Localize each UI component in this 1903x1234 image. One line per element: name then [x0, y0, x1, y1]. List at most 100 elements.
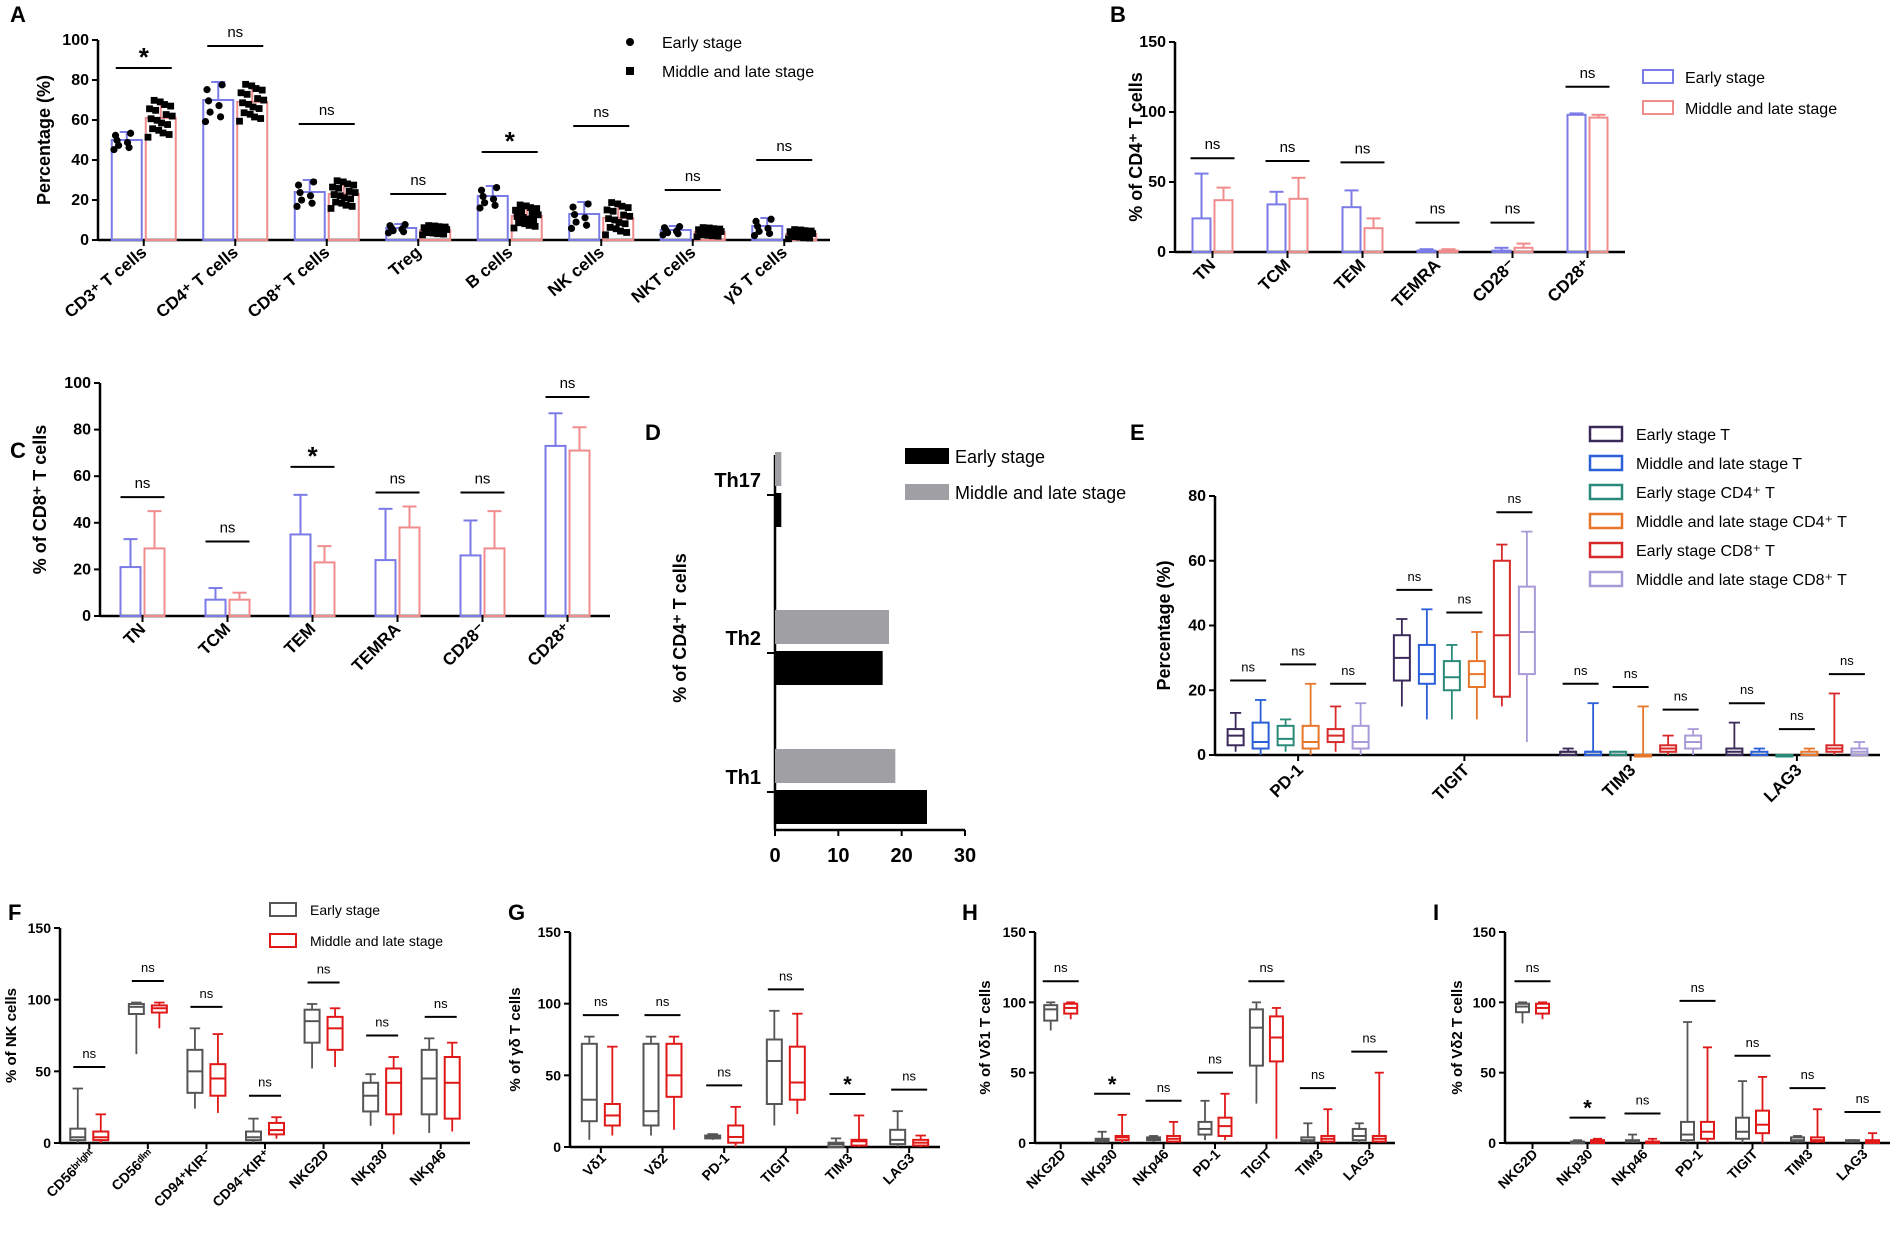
y-tick-label: 0	[1157, 244, 1166, 261]
data-point	[624, 204, 632, 211]
y-tick-label: 100	[1139, 104, 1166, 121]
data-point	[797, 226, 805, 234]
bar-late	[775, 610, 889, 644]
y-tick-label: 60	[71, 112, 89, 129]
panel-letter-h: H	[962, 900, 978, 925]
data-point	[534, 211, 542, 219]
data-point	[528, 210, 536, 218]
box	[385, 1067, 403, 1116]
x-category-label: NKp46	[1129, 1146, 1172, 1189]
significance-label: ns	[1291, 643, 1305, 658]
data-point	[153, 116, 161, 124]
box	[889, 1128, 907, 1146]
significance-label: ns	[1241, 660, 1255, 675]
data-point	[236, 117, 243, 125]
box	[850, 1138, 868, 1147]
panel-letter-f: F	[8, 900, 21, 925]
significance-label: *	[139, 42, 150, 72]
y-tick-label: 0	[80, 232, 89, 249]
legend-marker-early	[1642, 69, 1674, 84]
significance-label: *	[505, 126, 516, 156]
data-point	[126, 129, 135, 137]
data-point	[755, 227, 763, 235]
data-point	[516, 201, 524, 209]
legend-marker-early	[269, 902, 297, 917]
data-point	[612, 225, 620, 233]
y-axis-label: % of Vδ2 T cells	[1449, 980, 1466, 1094]
box	[1515, 1002, 1530, 1014]
data-point	[243, 90, 251, 98]
data-point	[492, 184, 501, 192]
x-category-label: PD-1	[1672, 1146, 1706, 1180]
significance-label: *	[843, 1072, 852, 1097]
x-category-label: CD3⁺ T cells	[61, 243, 150, 322]
legend-marker	[1588, 512, 1624, 530]
box	[127, 1002, 145, 1016]
significance-label: ns	[1526, 960, 1540, 975]
legend-marker-early	[626, 38, 634, 46]
box	[765, 1038, 783, 1105]
data-point	[431, 222, 439, 230]
significance-label: ns	[227, 24, 243, 41]
bar-late	[1438, 249, 1459, 254]
data-point	[785, 235, 792, 243]
data-point	[789, 233, 797, 241]
data-point	[260, 96, 268, 104]
data-point	[215, 102, 223, 110]
data-point	[149, 125, 156, 133]
legend-label: Middle and late stage	[955, 483, 1126, 503]
data-point	[617, 227, 624, 235]
significance-label: ns	[1311, 1067, 1325, 1082]
x-category-label: TN	[1190, 255, 1219, 284]
significance-label: ns	[135, 475, 151, 492]
data-point	[114, 141, 123, 149]
x-category-label: NKG2D	[1495, 1146, 1541, 1192]
data-point	[515, 219, 522, 227]
data-point	[329, 183, 336, 191]
x-tick-label: 20	[891, 845, 913, 867]
significance-label: ns	[475, 471, 491, 488]
significance-label: ns	[593, 104, 609, 121]
significance-label: ns	[1801, 1067, 1815, 1082]
x-category-label: TIGIT	[1429, 760, 1474, 805]
box	[1251, 721, 1270, 750]
data-point	[168, 112, 176, 120]
legend-marker-early	[905, 448, 949, 464]
data-point	[569, 203, 577, 211]
data-point	[204, 97, 213, 105]
bar-late	[398, 526, 421, 618]
data-point	[216, 113, 225, 121]
significance-label: ns	[1508, 491, 1522, 506]
y-tick-label: 100	[64, 375, 91, 392]
legend-marker-late	[269, 933, 297, 948]
significance-label: ns	[1408, 569, 1422, 584]
y-tick-label: 40	[71, 152, 89, 169]
bar-early	[459, 554, 482, 617]
bar-early	[110, 139, 143, 241]
x-category-label: NKp46	[406, 1146, 449, 1189]
significance-label: ns	[1355, 140, 1371, 157]
x-category-label: CD94⁺KIR⁻	[150, 1146, 214, 1210]
data-point	[524, 215, 531, 223]
significance-label: ns	[685, 168, 701, 185]
data-point	[146, 105, 153, 113]
significance-label: ns	[776, 138, 792, 155]
data-point	[479, 192, 487, 201]
box	[1492, 559, 1511, 698]
data-point	[330, 191, 338, 198]
significance-label: ns	[82, 1046, 96, 1061]
legend-marker-late	[1642, 100, 1674, 115]
panel-letter-e: E	[1130, 420, 1145, 445]
significance-label: ns	[1260, 960, 1274, 975]
x-category-label: TN	[120, 619, 149, 648]
box	[788, 1045, 806, 1101]
significance-label: ns	[1746, 1035, 1760, 1050]
y-axis-label: Percentage (%)	[34, 75, 54, 205]
data-point	[110, 146, 118, 154]
bar-late	[1363, 227, 1384, 253]
legend-label: Early stage CD4⁺ T	[1636, 485, 1775, 502]
data-point	[258, 86, 266, 94]
data-point	[714, 232, 722, 240]
data-point	[626, 212, 634, 220]
data-point	[332, 198, 339, 206]
